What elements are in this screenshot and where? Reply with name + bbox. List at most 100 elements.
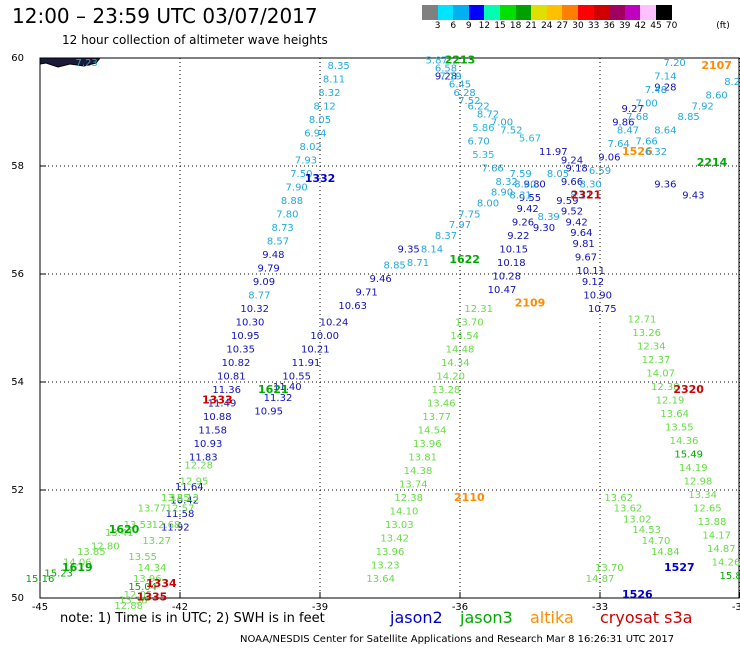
wave-height-value: 9.42 [566,217,588,228]
wave-height-value: 7.14 [654,72,676,83]
wave-height-value: 13.77 [422,412,451,423]
wave-height-value: 6.32 [645,147,667,158]
wave-height-value: 8.73 [272,223,294,234]
wave-height-value: 11.83 [189,452,218,463]
wave-height-value: 14.36 [670,436,699,447]
wave-height-value: 12.68 [152,520,181,531]
wave-height-value: 5.86 [472,123,494,134]
wave-height-value: 6.70 [468,136,490,147]
wave-height-value: 7.80 [276,209,298,220]
tick-label-x: -39 [312,602,328,613]
wave-height-value: 8.64 [654,126,676,137]
legend-altika: altika [530,608,574,627]
wave-height-value: 10.30 [236,317,265,328]
wave-height-value: 13.23 [371,560,400,571]
wave-height-value: 9.71 [356,288,378,299]
pass-time-label: 1622 [449,253,480,266]
wave-height-value: 15.23 [44,568,73,579]
wave-height-value: 14.53 [632,525,661,536]
wave-height-value: 7.59 [510,169,532,180]
credit-line: NOAA/NESDIS Center for Satellite Applica… [240,634,675,645]
wave-height-value: 10.18 [497,258,526,269]
wave-height-value: 14.26 [712,558,740,569]
tick-label-x: -36 [452,602,468,613]
wave-height-value: 6.58 [435,64,457,75]
wave-height-value: 8.12 [314,101,336,112]
wave-height-value: 7.64 [608,139,630,150]
wave-height-value: 12.05 [124,590,153,601]
wave-height-value: 10.32 [240,304,269,315]
wave-height-value: 7.66 [482,163,504,174]
wave-height-value: 8.77 [248,290,270,301]
wave-height-value: 14.70 [642,536,671,547]
wave-height-value: 8.14 [421,244,443,255]
wave-height-value: 12.65 [693,504,722,515]
wave-height-value: 14.07 [646,369,675,380]
wave-height-value: 8.60 [706,91,728,102]
wave-height-value: 6.94 [304,128,326,139]
colorbar-swatch [546,5,563,20]
wave-height-value: 11.49 [208,398,237,409]
wave-height-value: 14.87 [586,574,615,585]
wave-height-value: 10.42 [170,496,199,507]
wave-height-value: 8.88 [281,196,303,207]
wave-height-value: 5.67 [519,134,541,145]
wave-height-value: 9.28 [435,72,457,83]
pass-time-label: 1335 [137,591,168,604]
wave-height-value: 8.11 [323,74,345,85]
colorbar-label: 21 [525,21,537,31]
wave-height-value: 9.48 [262,250,284,261]
wave-height-value: 8.32 [496,177,518,188]
wave-height-value: 11.97 [539,147,568,158]
wave-height-value: 9.79 [258,263,280,274]
wave-height-value: 10.55 [282,371,311,382]
colorbar-label: 12 [478,21,491,31]
colorbar-label: 27 [556,21,569,31]
wave-height-value: 13.70 [595,563,624,574]
colorbar-label: 6 [450,21,457,31]
wave-height-value: 14.34 [441,358,470,369]
colorbar-swatch [640,5,656,20]
wave-height-value: 11.64 [175,482,204,493]
colorbar-label: 39 [619,21,631,31]
pass-time-label: 2110 [454,491,485,504]
wave-height-value: 8.35 [328,61,350,72]
colorbar-label: 3 [434,21,441,31]
wave-height-value: 11.36 [212,385,241,396]
tick-label-y: 56 [11,269,24,280]
colorbar-label: 33 [587,21,600,31]
wave-height-value: 14.20 [436,371,465,382]
wave-height-value: 9.22 [507,231,529,242]
colorbar-label: 30 [572,21,584,31]
wave-height-value: 14.17 [702,531,731,542]
pass-time-label: 2214 [697,156,728,169]
wave-height-value: 9.24 [561,155,583,166]
wave-height-value: 9.27 [622,104,644,115]
wave-height-value: 7.93 [295,155,317,166]
wave-height-value: 13.88 [698,517,727,528]
wave-height-value: 12.98 [684,477,713,488]
wave-height-value: 5.35 [472,150,494,161]
tick-label-y: 60 [11,53,24,64]
wave-height-value: 8.60 [514,180,536,191]
wave-height-value: 14.54 [418,425,447,436]
wave-height-value: 13.85 [77,547,106,558]
wave-height-value: 6.45 [449,80,471,91]
wave-height-value: 13.42 [380,533,409,544]
wave-height-value: 8.21 [570,190,592,201]
tick-label-x: -33 [592,602,608,613]
wave-height-value: 13.02 [623,514,652,525]
wave-height-value: 14.10 [390,506,419,517]
wave-height-value: 15.8 [720,571,740,582]
wave-height-value: 10.90 [583,290,612,301]
wave-height-value: 9.55 [519,193,541,204]
pass-time-label: 1527 [664,561,695,574]
wave-height-value: 8.31 [510,190,532,201]
wave-height-value: 8.05 [547,169,569,180]
wave-height-value: 13.27 [142,536,171,547]
colorbar-swatch [609,5,625,20]
wave-height-value: 9.06 [598,153,620,164]
wave-height-value: 8.39 [538,212,560,223]
wave-height-value: 13.55 [665,423,694,434]
